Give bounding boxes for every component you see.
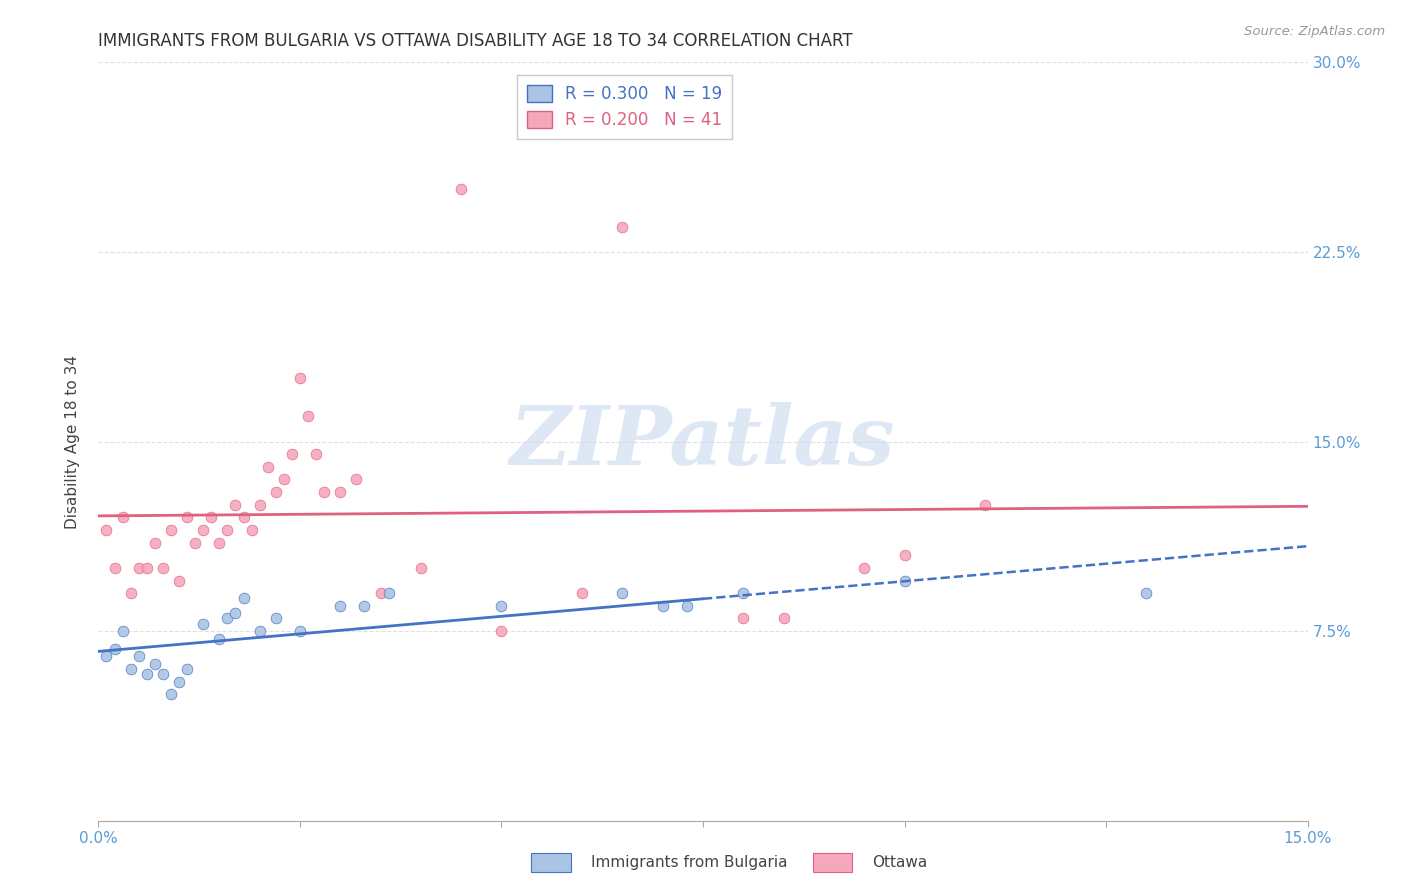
Point	[893, 548, 915, 563]
Point	[612, 219, 634, 234]
Point	[167, 574, 190, 588]
Text: IMMIGRANTS FROM BULGARIA VS OTTAWA DISABILITY AGE 18 TO 34 CORRELATION CHART: IMMIGRANTS FROM BULGARIA VS OTTAWA DISAB…	[98, 32, 853, 50]
Point	[120, 586, 142, 600]
Point	[232, 510, 254, 524]
Point	[96, 523, 118, 537]
Point	[264, 611, 287, 625]
Point	[120, 662, 142, 676]
Point	[297, 409, 319, 424]
Point	[167, 674, 190, 689]
Point	[1135, 586, 1157, 600]
Point	[193, 523, 215, 537]
Text: ZIPatlas: ZIPatlas	[510, 401, 896, 482]
Point	[193, 616, 215, 631]
Point	[409, 561, 432, 575]
Point	[184, 535, 207, 549]
Y-axis label: Disability Age 18 to 34: Disability Age 18 to 34	[65, 354, 80, 529]
Point	[143, 535, 166, 549]
Point	[249, 624, 271, 639]
Point	[281, 447, 304, 461]
Point	[143, 657, 166, 671]
Point	[200, 510, 222, 524]
Point	[103, 561, 125, 575]
Point	[128, 649, 150, 664]
Point	[256, 459, 278, 474]
Point	[491, 599, 513, 613]
Point	[264, 485, 287, 500]
Point	[208, 535, 231, 549]
Point	[160, 687, 183, 701]
Point	[571, 586, 593, 600]
Point	[491, 624, 513, 639]
Point	[135, 561, 157, 575]
Point	[152, 561, 174, 575]
Text: Ottawa: Ottawa	[872, 855, 927, 870]
Point	[288, 624, 311, 639]
Point	[853, 561, 876, 575]
Point	[217, 611, 239, 625]
Point	[450, 182, 472, 196]
Point	[176, 510, 198, 524]
Point	[733, 586, 755, 600]
Text: Source: ZipAtlas.com: Source: ZipAtlas.com	[1244, 25, 1385, 38]
Point	[249, 498, 271, 512]
Point	[135, 667, 157, 681]
Point	[353, 599, 375, 613]
Point	[612, 586, 634, 600]
Point	[733, 611, 755, 625]
Point	[377, 586, 399, 600]
Point	[893, 574, 915, 588]
Point	[232, 591, 254, 606]
Point	[217, 523, 239, 537]
Point	[288, 371, 311, 385]
Point	[103, 641, 125, 656]
Point	[370, 586, 392, 600]
Point	[208, 632, 231, 646]
Point	[152, 667, 174, 681]
Point	[329, 485, 352, 500]
Point	[329, 599, 352, 613]
Point	[305, 447, 328, 461]
Point	[224, 607, 246, 621]
Point	[128, 561, 150, 575]
Point	[240, 523, 263, 537]
Point	[160, 523, 183, 537]
Point	[111, 624, 134, 639]
Point	[314, 485, 336, 500]
Point	[111, 510, 134, 524]
Point	[273, 473, 295, 487]
Point	[224, 498, 246, 512]
Point	[96, 649, 118, 664]
Point	[772, 611, 794, 625]
Point	[974, 498, 997, 512]
Point	[344, 473, 367, 487]
Text: Immigrants from Bulgaria: Immigrants from Bulgaria	[591, 855, 787, 870]
Point	[176, 662, 198, 676]
Point	[676, 599, 699, 613]
Point	[651, 599, 673, 613]
Legend: R = 0.300   N = 19, R = 0.200   N = 41: R = 0.300 N = 19, R = 0.200 N = 41	[516, 75, 733, 139]
